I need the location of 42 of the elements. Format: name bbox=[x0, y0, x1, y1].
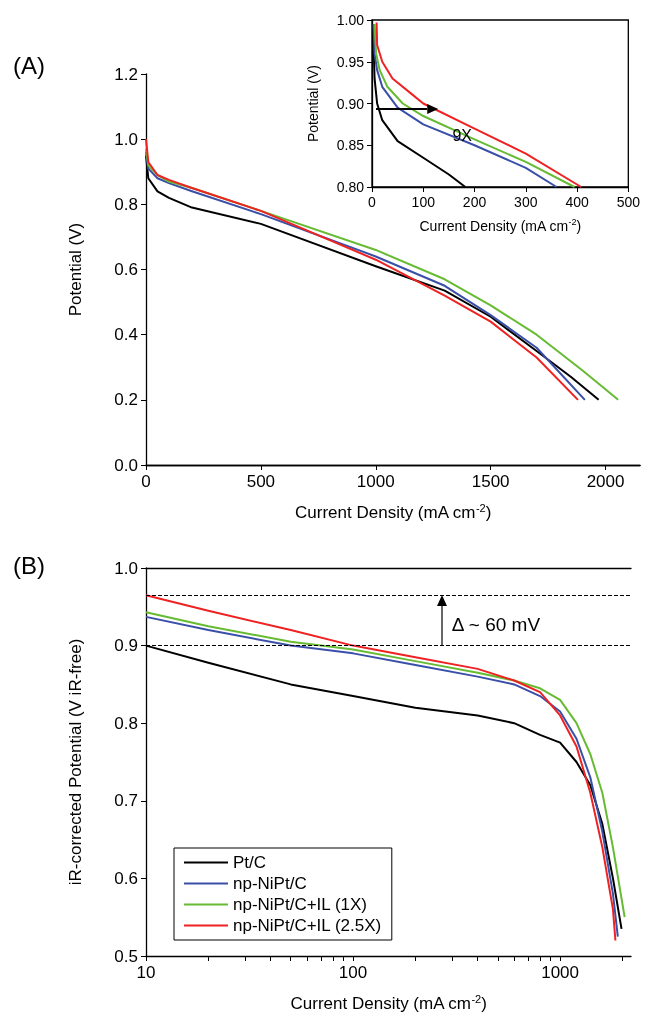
legend-label: Pt/C bbox=[233, 853, 267, 872]
legend-label: np-NiPt/C+IL (1X) bbox=[233, 895, 367, 914]
annotation: Δ ~ 60 mV bbox=[451, 613, 541, 635]
y-tick-label: 0.80 bbox=[336, 179, 365, 195]
y-tick-label: 0.2 bbox=[114, 390, 138, 410]
y-tick-label: 0.6 bbox=[114, 868, 138, 888]
x-tick-label: 1500 bbox=[471, 472, 510, 491]
x-tick-label: 300 bbox=[514, 194, 538, 210]
chart-title: (A) bbox=[13, 51, 45, 79]
x-tick-label: 10 bbox=[136, 963, 156, 982]
x-tick-label: 500 bbox=[246, 472, 276, 491]
x-tick-label: 500 bbox=[616, 194, 641, 210]
x-tick-label: 200 bbox=[462, 194, 487, 210]
y-tick-label: 1.2 bbox=[114, 64, 138, 84]
x-tick-label: 100 bbox=[411, 194, 436, 210]
y-tick-label: 0.8 bbox=[114, 194, 138, 214]
legend-label: np-NiPt/C+IL (2.5X) bbox=[233, 916, 382, 935]
y-tick-label: 0.8 bbox=[114, 713, 138, 733]
y-tick-label: 1.00 bbox=[336, 12, 365, 28]
y-axis-title: iR-corrected Potential (V iR-free) bbox=[66, 638, 85, 886]
x-tick-label: 1000 bbox=[541, 963, 580, 982]
y-axis-title: Potential (V) bbox=[66, 222, 85, 317]
y-tick-label: 0.7 bbox=[114, 791, 138, 811]
y-tick-label: 0.6 bbox=[114, 260, 138, 279]
y-tick-label: 0.5 bbox=[114, 946, 138, 966]
y-tick-label: 0.9 bbox=[114, 636, 138, 656]
x-tick-label: 2000 bbox=[586, 472, 625, 491]
y-tick-label: 0.95 bbox=[336, 53, 365, 70]
x-tick-label: 100 bbox=[338, 963, 368, 982]
y-axis-title: Potential (V) bbox=[305, 64, 321, 143]
y-tick-label: 0.90 bbox=[336, 95, 365, 112]
y-tick-label: 0.85 bbox=[336, 137, 365, 154]
y-tick-label: 0.4 bbox=[114, 325, 138, 345]
legend-label: np-NiPt/C bbox=[233, 874, 307, 893]
y-tick-label: 0.0 bbox=[114, 455, 138, 475]
y-tick-label: 1.0 bbox=[114, 129, 138, 149]
x-tick-label: 1000 bbox=[356, 472, 395, 491]
chart-title: (B) bbox=[13, 551, 45, 579]
x-tick-label: 0 bbox=[141, 472, 151, 491]
y-tick-label: 1.0 bbox=[114, 558, 138, 578]
x-tick-label: 0 bbox=[368, 194, 377, 210]
x-tick-label: 400 bbox=[565, 194, 589, 210]
